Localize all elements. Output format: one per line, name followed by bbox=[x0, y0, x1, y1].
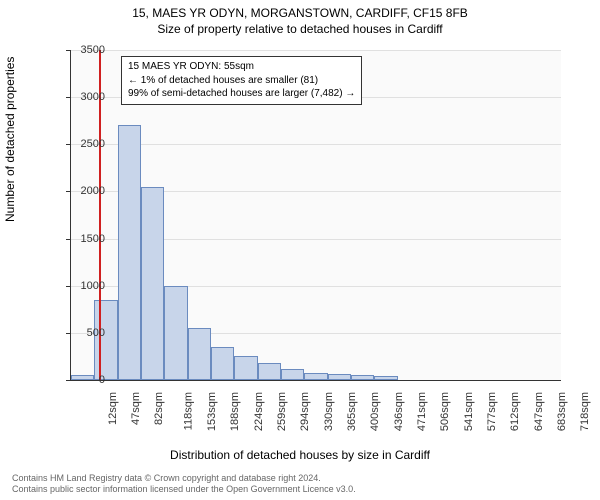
y-tick-label: 1500 bbox=[65, 233, 105, 245]
x-tick-label: 612sqm bbox=[509, 392, 521, 431]
y-axis-label: Number of detached properties bbox=[3, 57, 17, 222]
x-tick-label: 47sqm bbox=[130, 392, 142, 425]
x-axis-label: Distribution of detached houses by size … bbox=[0, 448, 600, 462]
chart-container: 15, MAES YR ODYN, MORGANSTOWN, CARDIFF, … bbox=[0, 0, 600, 500]
x-tick-label: 12sqm bbox=[107, 392, 119, 425]
info-line-1: 15 MAES YR ODYN: 55sqm bbox=[128, 60, 355, 74]
info-box: 15 MAES YR ODYN: 55sqm ← 1% of detached … bbox=[121, 56, 362, 105]
x-tick-label: 294sqm bbox=[299, 392, 311, 431]
histogram-bar bbox=[94, 300, 117, 380]
histogram-bar bbox=[118, 125, 141, 380]
x-tick-label: 577sqm bbox=[486, 392, 498, 431]
y-tick-label: 2000 bbox=[65, 185, 105, 197]
plot-area: 15 MAES YR ODYN: 55sqm ← 1% of detached … bbox=[70, 50, 561, 381]
y-tick-label: 3000 bbox=[65, 91, 105, 103]
histogram-bar bbox=[211, 347, 234, 380]
x-tick-label: 224sqm bbox=[253, 392, 265, 431]
grid-line bbox=[71, 144, 561, 145]
x-tick-label: 471sqm bbox=[416, 392, 428, 431]
histogram-bar bbox=[281, 369, 304, 380]
y-tick-label: 3500 bbox=[65, 44, 105, 56]
x-tick-label: 436sqm bbox=[393, 392, 405, 431]
histogram-bar bbox=[328, 374, 351, 380]
info-line-3: 99% of semi-detached houses are larger (… bbox=[128, 87, 355, 101]
x-tick-label: 330sqm bbox=[323, 392, 335, 431]
x-tick-label: 400sqm bbox=[369, 392, 381, 431]
x-tick-label: 82sqm bbox=[153, 392, 165, 425]
x-tick-label: 506sqm bbox=[439, 392, 451, 431]
x-tick-label: 365sqm bbox=[346, 392, 358, 431]
histogram-bar bbox=[164, 286, 187, 380]
x-tick-label: 118sqm bbox=[182, 392, 194, 430]
x-tick-label: 683sqm bbox=[556, 392, 568, 431]
histogram-bar bbox=[234, 356, 257, 381]
footer-text: Contains HM Land Registry data © Crown c… bbox=[12, 473, 356, 496]
footer-line-1: Contains HM Land Registry data © Crown c… bbox=[12, 473, 356, 485]
info-line-2: ← 1% of detached houses are smaller (81) bbox=[128, 74, 355, 88]
x-tick-label: 188sqm bbox=[229, 392, 241, 431]
y-tick-label: 1000 bbox=[65, 280, 105, 292]
chart-subtitle: Size of property relative to detached ho… bbox=[0, 22, 600, 38]
histogram-bar bbox=[351, 375, 374, 380]
histogram-bar bbox=[258, 363, 281, 380]
x-tick-label: 647sqm bbox=[533, 392, 545, 431]
y-tick-label: 2500 bbox=[65, 138, 105, 150]
x-tick-label: 718sqm bbox=[579, 392, 591, 431]
grid-line bbox=[71, 50, 561, 51]
y-tick-label: 500 bbox=[65, 327, 105, 339]
histogram-bar bbox=[304, 373, 327, 380]
chart-title: 15, MAES YR ODYN, MORGANSTOWN, CARDIFF, … bbox=[0, 0, 600, 22]
x-tick-label: 541sqm bbox=[463, 392, 475, 431]
histogram-bar bbox=[141, 187, 164, 380]
histogram-bar bbox=[374, 376, 397, 380]
x-tick-label: 259sqm bbox=[276, 392, 288, 431]
footer-line-2: Contains public sector information licen… bbox=[12, 484, 356, 496]
histogram-bar bbox=[188, 328, 211, 380]
y-tick-label: 0 bbox=[65, 374, 105, 386]
x-tick-label: 153sqm bbox=[206, 392, 218, 431]
